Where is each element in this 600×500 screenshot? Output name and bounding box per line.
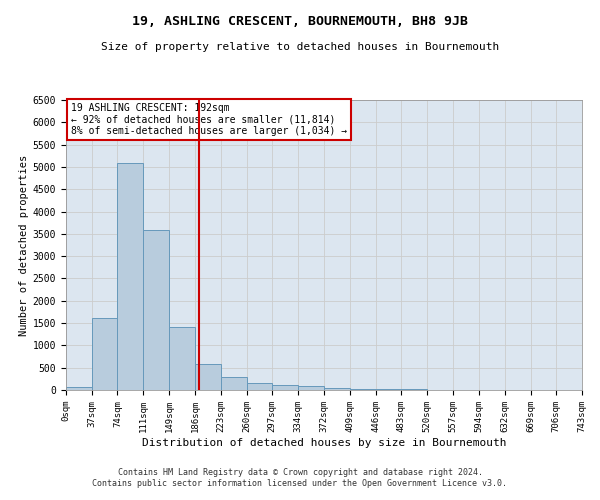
Bar: [272, 385, 298, 390]
Bar: [118, 163, 143, 390]
Bar: [66, 388, 92, 390]
Bar: [195, 364, 221, 390]
Bar: [92, 318, 118, 390]
Bar: [221, 377, 247, 390]
Bar: [350, 388, 376, 390]
Bar: [325, 388, 350, 390]
Bar: [298, 386, 323, 390]
Bar: [247, 383, 272, 390]
Bar: [169, 326, 195, 390]
Text: Size of property relative to detached houses in Bournemouth: Size of property relative to detached ho…: [101, 42, 499, 52]
Bar: [143, 230, 169, 390]
X-axis label: Distribution of detached houses by size in Bournemouth: Distribution of detached houses by size …: [142, 438, 506, 448]
Y-axis label: Number of detached properties: Number of detached properties: [19, 154, 29, 336]
Text: 19 ASHLING CRESCENT: 192sqm
← 92% of detached houses are smaller (11,814)
8% of : 19 ASHLING CRESCENT: 192sqm ← 92% of det…: [71, 103, 347, 136]
Bar: [376, 388, 401, 390]
Text: Contains HM Land Registry data © Crown copyright and database right 2024.
Contai: Contains HM Land Registry data © Crown c…: [92, 468, 508, 487]
Text: 19, ASHLING CRESCENT, BOURNEMOUTH, BH8 9JB: 19, ASHLING CRESCENT, BOURNEMOUTH, BH8 9…: [132, 15, 468, 28]
